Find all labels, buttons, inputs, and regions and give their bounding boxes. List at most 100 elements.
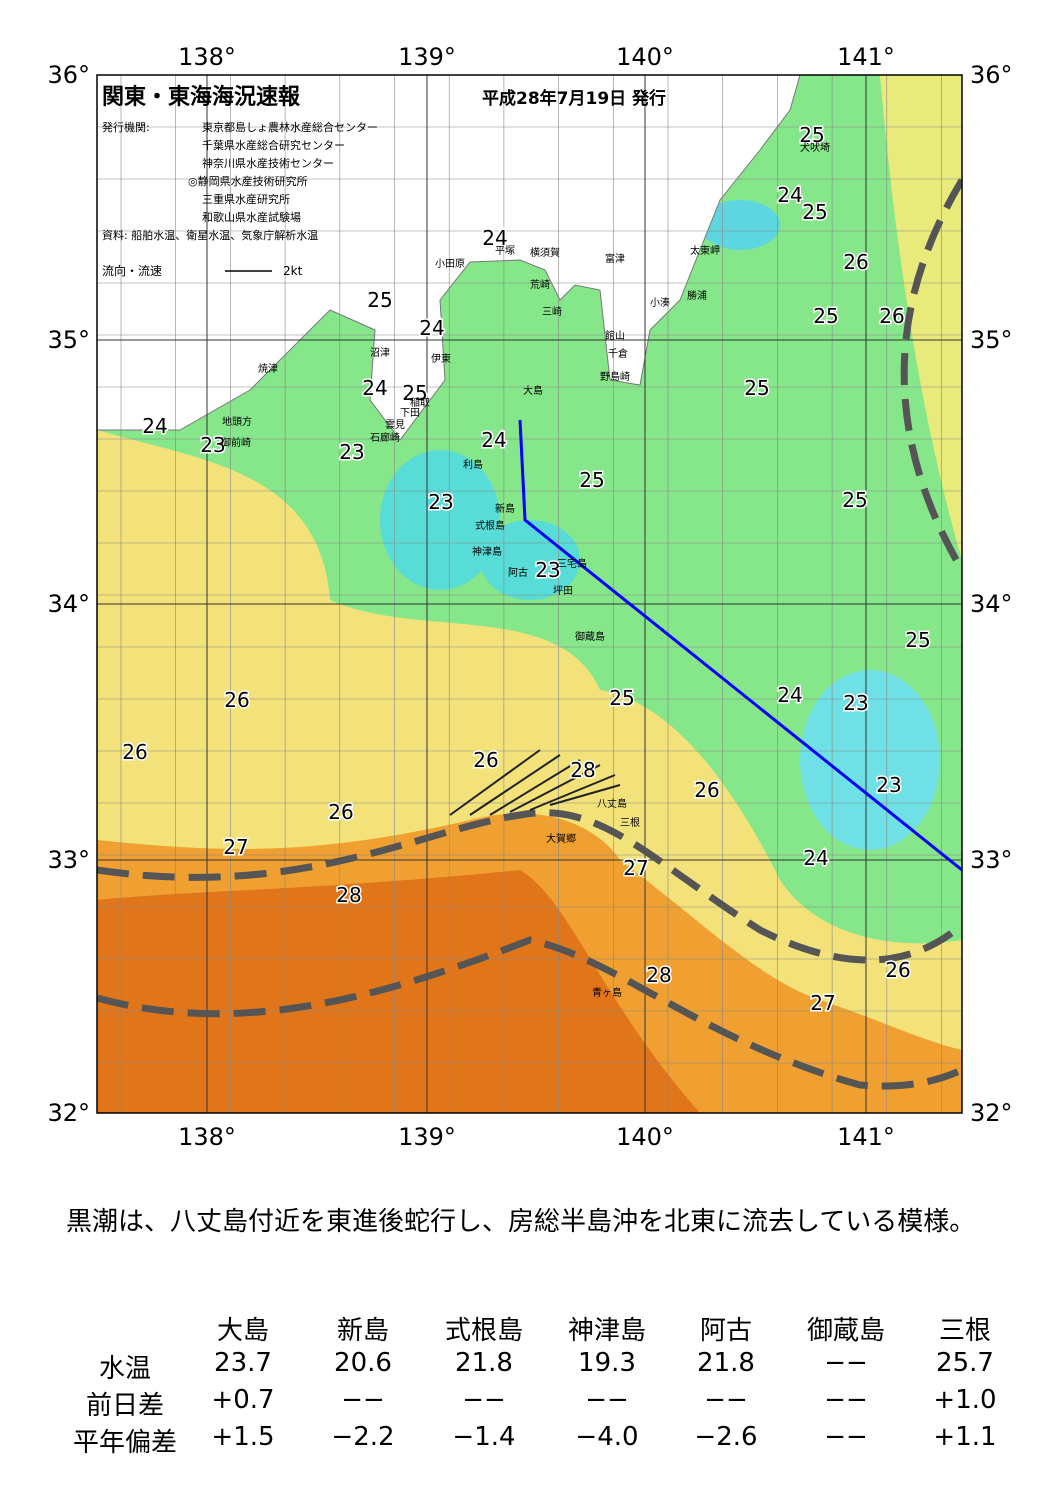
contour-label: 24	[803, 846, 828, 870]
place-label: 新島	[495, 502, 515, 515]
contour-label: 26	[224, 688, 249, 712]
table-cell: +1.0	[933, 1385, 997, 1415]
contour-label: 25	[842, 488, 867, 512]
place-label: 三宅島	[557, 557, 587, 570]
column-header: 新島	[336, 1316, 389, 1346]
contour-label: 27	[223, 835, 248, 859]
place-label: 稲取	[410, 397, 430, 409]
place-label: 雲見	[385, 419, 405, 431]
contour-label: 26	[473, 748, 498, 772]
place-label: 三根	[620, 816, 640, 829]
lat-label: 34°	[970, 590, 1013, 618]
lon-label: 141°	[837, 43, 895, 71]
contour-label: 25	[609, 686, 634, 710]
column-header: 式根島	[444, 1316, 523, 1346]
table-cell: +0.7	[211, 1385, 275, 1415]
table-cell: +1.1	[933, 1422, 997, 1452]
place-label: 八丈島	[597, 797, 627, 810]
column-header: 阿古	[699, 1316, 752, 1346]
place-label: 地頭方	[222, 415, 252, 428]
publisher: 和歌山県水産試験場	[202, 210, 301, 224]
place-label: 神津島	[472, 545, 502, 558]
contour-label: 26	[122, 740, 147, 764]
contour-label: 26	[843, 250, 868, 274]
contour-label: 24	[482, 226, 507, 250]
row-label: 水温	[98, 1354, 151, 1384]
place-label: 青ヶ島	[592, 986, 622, 999]
place-label: 利島	[463, 458, 483, 471]
contour-label: 25	[905, 628, 930, 652]
contour-label: 24	[419, 316, 444, 340]
contour-label: 24	[142, 414, 167, 438]
lon-label: 139°	[398, 1123, 456, 1151]
table-cell: −−	[585, 1385, 629, 1415]
place-label: 伊東	[431, 352, 451, 365]
table-cell: −−	[824, 1348, 868, 1378]
contour-label: 27	[623, 856, 648, 880]
grid	[97, 75, 962, 1113]
title: 関東・東海海況速報	[102, 84, 301, 110]
publisher: 東京都島しょ農林水産総合センター	[202, 120, 378, 134]
table-cell: −1.4	[452, 1422, 516, 1452]
place-label: 横須賀	[530, 246, 560, 259]
place-label: 三崎	[542, 305, 562, 318]
contour-label: 28	[646, 963, 671, 987]
publisher: 神奈川県水産技術センター	[202, 156, 334, 170]
place-label: 御蔵島	[575, 630, 605, 643]
table-cell: −2.6	[694, 1422, 758, 1452]
contour-label: 28	[570, 758, 595, 782]
table-cell: 25.7	[936, 1348, 994, 1378]
contour-label: 25	[744, 376, 769, 400]
contour-label: 23	[843, 691, 868, 715]
place-label: 小湊	[650, 296, 670, 309]
contour-label: 25	[802, 200, 827, 224]
lat-label: 35°	[47, 326, 90, 354]
lon-label: 138°	[178, 1123, 236, 1151]
row-label: 平年偏差	[72, 1428, 177, 1458]
table-cell: −−	[462, 1385, 506, 1415]
contour-label: 25	[799, 123, 824, 147]
table-cell: −−	[704, 1385, 748, 1415]
lon-label: 140°	[616, 1123, 674, 1151]
lat-label: 32°	[47, 1099, 90, 1127]
survey-track	[518, 419, 962, 872]
column-header: 神津島	[567, 1316, 646, 1346]
graticule-labels: 138° 138° 139° 139° 140° 140° 141° 141° 36° 36° 35…	[47, 43, 1012, 1151]
contour-label: 23	[428, 490, 453, 514]
table-cell: −2.2	[331, 1422, 395, 1452]
place-label: 焼津	[258, 363, 278, 375]
table-cell: −−	[824, 1422, 868, 1452]
publisher: 三重県水産研究所	[202, 192, 290, 206]
lat-label: 32°	[970, 1099, 1013, 1127]
place-label: 坪田	[553, 584, 573, 597]
table-cell: 21.8	[455, 1348, 513, 1378]
lon-label: 141°	[837, 1123, 895, 1151]
place-label: 野島崎	[600, 370, 630, 383]
contour-label: 24	[362, 376, 387, 400]
lat-label: 35°	[970, 326, 1013, 354]
place-label: 式根島	[475, 519, 505, 532]
place-label: 小田原	[435, 258, 465, 270]
lon-label: 139°	[398, 43, 456, 71]
place-label: 沼津	[370, 346, 390, 359]
row-label: 前日差	[85, 1391, 164, 1421]
source: 資料: 船舶水温、衛星水温、気象庁解析水温	[102, 228, 318, 242]
contour-label: 23	[535, 558, 560, 582]
table-cell: 20.6	[334, 1348, 392, 1378]
contour-label: 26	[885, 958, 910, 982]
column-header: 御蔵島	[806, 1316, 885, 1346]
table-cell: 21.8	[697, 1348, 755, 1378]
date: 平成28年7月19日 発行	[482, 88, 666, 109]
table-cell: −−	[341, 1385, 385, 1415]
place-label: 荒崎	[530, 278, 550, 291]
place-label: 千倉	[608, 347, 628, 360]
publisher-label: 発行機関:	[102, 120, 150, 134]
place-label: 大島	[523, 384, 543, 397]
lat-label: 33°	[47, 846, 90, 874]
kuroshio-axis	[97, 178, 962, 1090]
place-label: 太東岬	[690, 244, 720, 257]
contour-label: 23	[339, 440, 364, 464]
